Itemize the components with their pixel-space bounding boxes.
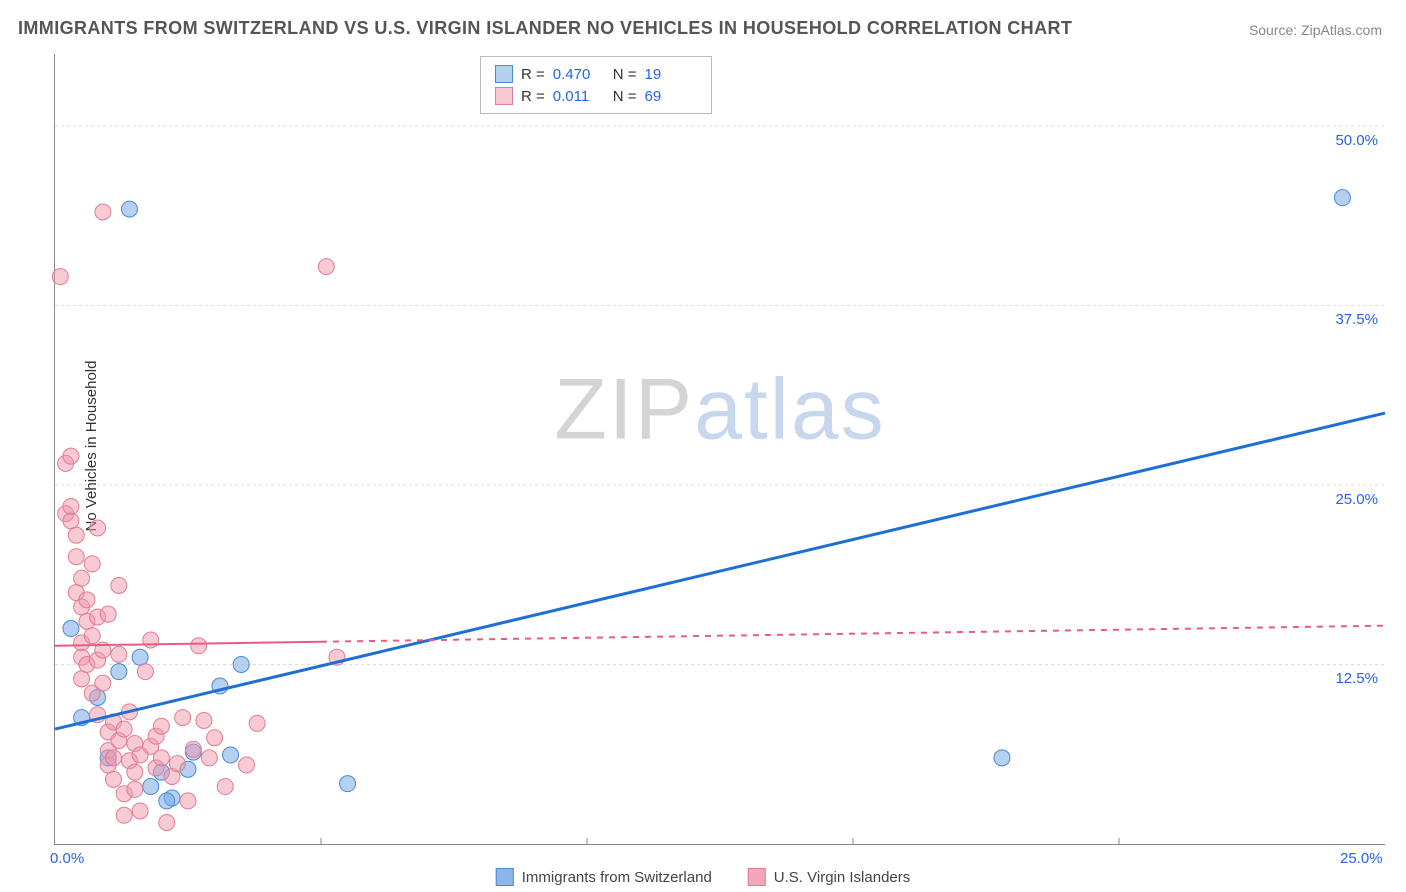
- plot-svg: [55, 54, 1385, 844]
- legend-item-0: Immigrants from Switzerland: [496, 868, 712, 886]
- stats-swatch-icon: [495, 65, 513, 83]
- y-tick-label: 25.0%: [1335, 491, 1378, 508]
- stats-n-label: N =: [613, 88, 637, 105]
- stats-n-label: N =: [613, 66, 637, 83]
- stats-r-value: 0.011: [553, 88, 605, 105]
- source-label: Source: ZipAtlas.com: [1249, 22, 1382, 38]
- y-tick-label: 12.5%: [1335, 670, 1378, 687]
- stats-row-1: R = 0.011 N = 69: [495, 85, 697, 107]
- stats-swatch-icon: [495, 87, 513, 105]
- stats-r-value: 0.470: [553, 66, 605, 83]
- legend-label: Immigrants from Switzerland: [522, 869, 712, 886]
- stats-row-0: R = 0.470 N = 19: [495, 63, 697, 85]
- stats-legend: R = 0.470 N = 19 R = 0.011 N = 69: [480, 56, 712, 114]
- plot-area: ZIPatlas: [54, 54, 1385, 845]
- legend-swatch-icon: [748, 868, 766, 886]
- stats-n-value: 19: [645, 66, 697, 83]
- stats-n-value: 69: [645, 88, 697, 105]
- bottom-legend: Immigrants from Switzerland U.S. Virgin …: [496, 868, 911, 886]
- x-tick-label: 25.0%: [1340, 850, 1383, 867]
- chart-container: IMMIGRANTS FROM SWITZERLAND VS U.S. VIRG…: [0, 0, 1406, 892]
- x-tick-label: 0.0%: [50, 850, 84, 867]
- y-tick-label: 50.0%: [1335, 132, 1378, 149]
- stats-r-label: R =: [521, 66, 545, 83]
- stats-r-label: R =: [521, 88, 545, 105]
- y-tick-label: 37.5%: [1335, 311, 1378, 328]
- legend-label: U.S. Virgin Islanders: [774, 869, 910, 886]
- legend-swatch-icon: [496, 868, 514, 886]
- chart-title: IMMIGRANTS FROM SWITZERLAND VS U.S. VIRG…: [18, 18, 1072, 39]
- legend-item-1: U.S. Virgin Islanders: [748, 868, 910, 886]
